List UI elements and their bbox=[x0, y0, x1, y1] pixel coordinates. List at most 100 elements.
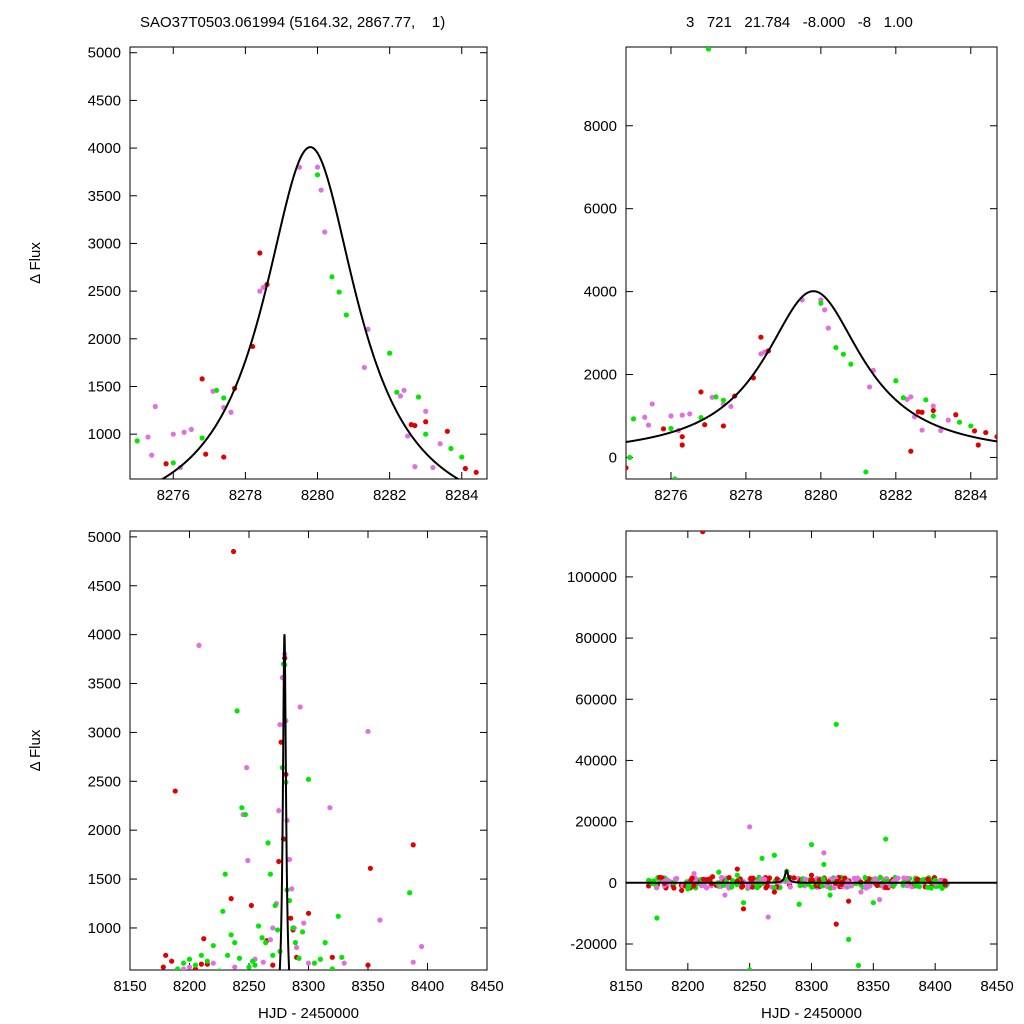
x-tick-label: 8200 bbox=[173, 978, 206, 995]
chart-title-left: SAO37T0503.061994 (5164.32, 2867.77, 1) bbox=[140, 14, 446, 31]
data-point-magenta bbox=[410, 959, 416, 965]
data-point-green bbox=[213, 387, 220, 393]
data-point-red bbox=[257, 250, 263, 256]
data-point-magenta bbox=[765, 914, 771, 920]
data-point-red bbox=[198, 961, 204, 967]
data-point-green bbox=[387, 350, 393, 356]
data-point-green bbox=[263, 940, 269, 946]
data-point-magenta bbox=[270, 925, 276, 931]
data-point-green bbox=[821, 861, 827, 868]
data-point-green bbox=[259, 935, 265, 941]
data-point-green bbox=[448, 445, 454, 452]
data-point-magenta bbox=[286, 856, 293, 863]
data-point-green bbox=[668, 425, 674, 432]
data-point-green bbox=[833, 721, 839, 727]
data-point-green bbox=[339, 954, 345, 960]
y-tick-label: 1500 bbox=[88, 378, 121, 395]
data-point-green bbox=[627, 454, 633, 461]
data-point-green bbox=[827, 892, 833, 898]
data-point-green bbox=[216, 968, 222, 970]
y-tick-label: 4500 bbox=[88, 578, 121, 595]
data-point-green bbox=[290, 925, 296, 931]
data-point-magenta bbox=[186, 964, 193, 970]
plot-area bbox=[626, 531, 997, 970]
data-point-magenta bbox=[397, 393, 404, 399]
band-point-magenta bbox=[654, 885, 660, 891]
band-point-red bbox=[671, 885, 677, 891]
data-point-red bbox=[410, 842, 416, 848]
data-point-magenta bbox=[314, 164, 321, 170]
data-point-green bbox=[305, 776, 312, 782]
data-point-magenta bbox=[260, 284, 267, 290]
data-point-red bbox=[221, 454, 227, 460]
data-point-magenta bbox=[180, 966, 187, 970]
data-point-red bbox=[808, 872, 815, 878]
data-point-green bbox=[747, 967, 753, 970]
data-point-green bbox=[249, 958, 256, 964]
data-point-magenta bbox=[322, 229, 328, 235]
band-point-green bbox=[771, 884, 777, 891]
x-tick-label: 8150 bbox=[113, 978, 146, 995]
x-tick-label: 8278 bbox=[729, 487, 762, 504]
band-point-green bbox=[809, 884, 815, 890]
model-curve bbox=[626, 869, 997, 884]
data-point-red bbox=[679, 887, 685, 894]
data-point-red bbox=[930, 407, 936, 414]
data-point-green bbox=[923, 397, 929, 403]
data-point-green bbox=[220, 908, 226, 914]
x-tick-label: 8450 bbox=[980, 978, 1013, 995]
data-point-magenta bbox=[908, 394, 914, 400]
data-point-red bbox=[720, 423, 727, 429]
band-point-green bbox=[862, 875, 868, 881]
data-point-green bbox=[932, 877, 938, 883]
data-point-green bbox=[883, 836, 889, 842]
data-point-green bbox=[222, 871, 228, 877]
model-curve bbox=[160, 146, 461, 479]
y-tick-label: 2500 bbox=[88, 283, 121, 300]
data-point-green bbox=[720, 397, 727, 403]
x-tick-label: 8276 bbox=[157, 487, 190, 504]
band-point-magenta bbox=[872, 876, 878, 882]
data-point-red bbox=[203, 451, 209, 457]
y-tick-label: 80000 bbox=[575, 630, 617, 647]
data-point-magenta bbox=[895, 875, 901, 881]
data-point-green bbox=[394, 389, 400, 395]
x-axis-label: HJD - 2450000 bbox=[761, 1005, 862, 1022]
data-point-red bbox=[230, 548, 237, 555]
band-point-green bbox=[754, 885, 760, 891]
plot-area bbox=[134, 146, 479, 479]
data-point-magenta bbox=[876, 897, 883, 903]
data-point-green bbox=[314, 172, 321, 178]
y-tick-label: 2000 bbox=[88, 331, 121, 348]
data-point-green bbox=[705, 47, 712, 52]
x-tick-label: 8278 bbox=[229, 487, 262, 504]
plot-frame bbox=[129, 46, 488, 480]
data-point-red bbox=[679, 434, 685, 440]
data-point-magenta bbox=[412, 464, 418, 470]
data-point-red bbox=[367, 865, 373, 871]
data-point-red bbox=[833, 921, 839, 927]
data-point-magenta bbox=[679, 412, 685, 418]
data-point-magenta bbox=[228, 409, 234, 415]
data-point-green bbox=[272, 902, 278, 909]
band-point-magenta bbox=[802, 876, 809, 882]
x-tick-label: 8284 bbox=[954, 487, 987, 504]
y-tick-label: 4500 bbox=[88, 92, 121, 109]
data-point-magenta bbox=[437, 441, 443, 447]
data-point-magenta bbox=[145, 434, 151, 440]
y-tick-label: 2000 bbox=[584, 367, 617, 384]
data-point-red bbox=[163, 952, 169, 958]
data-point-green bbox=[716, 869, 722, 875]
band-point-red bbox=[689, 875, 695, 881]
data-point-green bbox=[228, 932, 234, 938]
band-point-magenta bbox=[904, 883, 910, 889]
band-point-red bbox=[774, 876, 780, 882]
data-point-magenta bbox=[418, 943, 425, 950]
data-point-green bbox=[274, 927, 281, 933]
x-tick-label: 8250 bbox=[733, 978, 766, 995]
data-point-green bbox=[808, 841, 815, 848]
data-point-magenta bbox=[672, 876, 679, 882]
data-point-green bbox=[713, 394, 719, 400]
y-tick-label: 0 bbox=[609, 875, 617, 892]
data-point-red bbox=[971, 428, 978, 434]
